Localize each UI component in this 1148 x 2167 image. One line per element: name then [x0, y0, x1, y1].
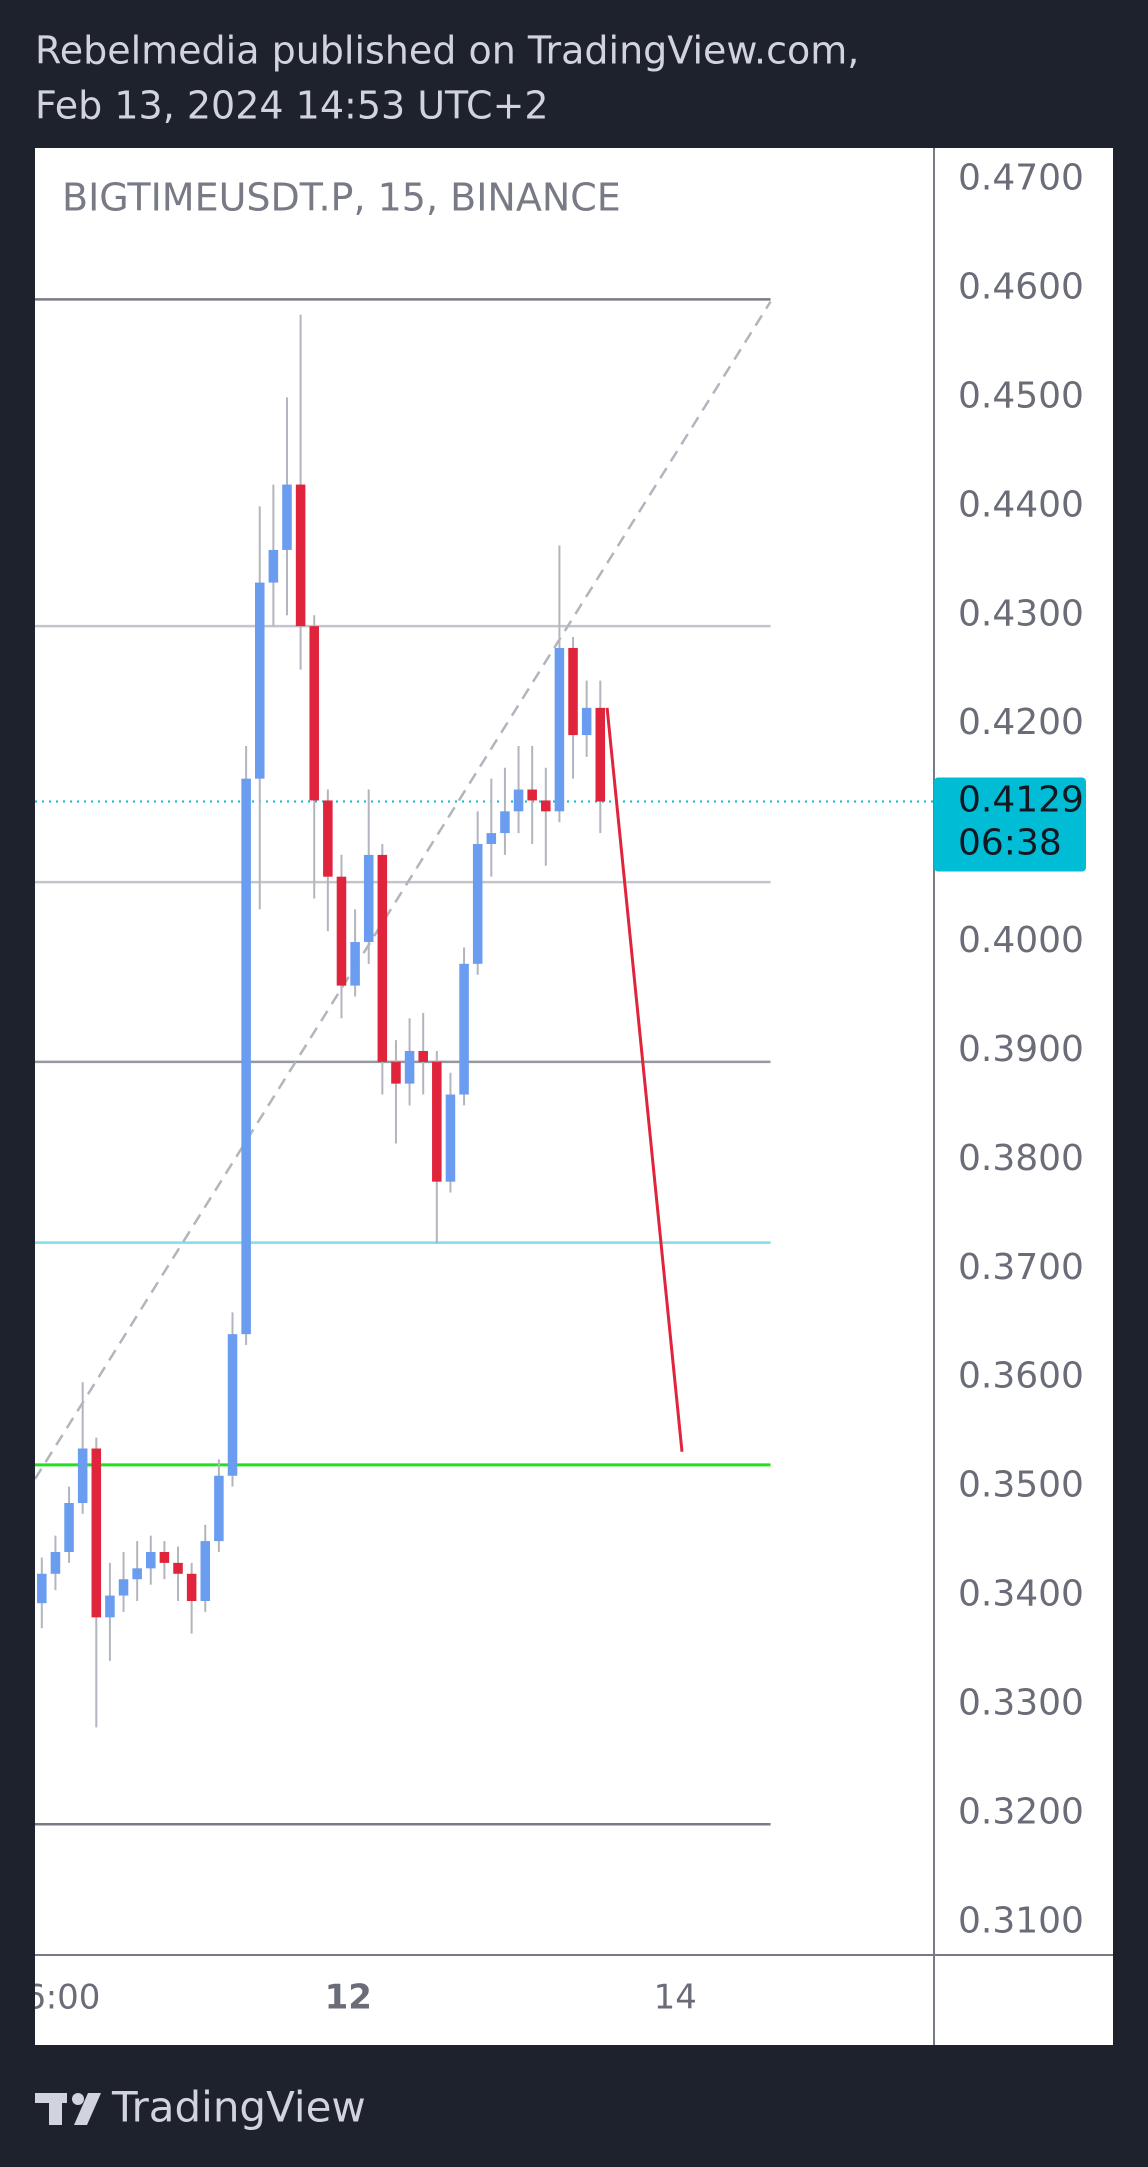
candle-body [513, 789, 524, 812]
candle-body [173, 1562, 183, 1574]
trend-line [35, 300, 772, 1480]
candle-body [445, 1094, 456, 1182]
y-tick-label: 0.3500 [958, 1465, 1084, 1506]
y-tick-label: 0.4600 [958, 267, 1084, 308]
chart-panel [35, 148, 1113, 2045]
candle-body [541, 800, 551, 812]
candle-body [595, 707, 606, 802]
candle-body [200, 1541, 211, 1602]
candle-body [432, 1061, 442, 1182]
brand-logo [35, 2093, 101, 2125]
candle-body [418, 1050, 428, 1062]
candle-body [146, 1551, 156, 1569]
y-tick-label: 0.3200 [958, 1791, 1084, 1832]
candle-body [377, 854, 388, 1062]
candle-body [132, 1568, 142, 1580]
header-line: Rebelmedia published on TradingView.com, [35, 29, 859, 73]
candle-body [37, 1573, 47, 1604]
candle-body [186, 1573, 197, 1602]
candle-body [363, 854, 374, 943]
plot-area [35, 298, 934, 1826]
logo-part [49, 2093, 62, 2125]
x-tick-label: 12 [325, 1978, 372, 2018]
y-tick-label: 0.4700 [958, 158, 1084, 199]
y-tick-label: 0.4000 [958, 920, 1084, 961]
last-price-box [934, 777, 1086, 872]
time-axis: 6:00 12 14 [24, 1978, 697, 2018]
brand-name: TradingView [111, 2083, 366, 2132]
candle-body [404, 1050, 415, 1084]
countdown-label: 06:38 [958, 823, 1062, 864]
x-tick-label: 6:00 [24, 1978, 100, 2018]
candle-body [214, 1475, 224, 1542]
candle-body [159, 1551, 170, 1563]
candle-body [486, 833, 497, 845]
last-price-label: 0.4129 [958, 780, 1084, 821]
candle-body [227, 1334, 238, 1476]
y-tick-label: 0.4300 [958, 593, 1084, 634]
candle-body [91, 1448, 102, 1618]
candle-body [336, 876, 347, 986]
y-tick-label: 0.4200 [958, 702, 1084, 743]
candle-body [527, 789, 537, 801]
y-tick-label: 0.4500 [958, 375, 1084, 416]
candle-body [295, 484, 306, 627]
candle-body [554, 647, 565, 812]
price-axis: 0.4700 0.4600 0.4500 0.4400 0.4300 0.4200 0.41… [934, 158, 1086, 1941]
candle-body [459, 963, 469, 1095]
candle-body [64, 1502, 74, 1552]
candle-body [254, 582, 265, 779]
candle-body [568, 647, 578, 736]
candle-body [105, 1595, 115, 1618]
y-tick-label: 0.3600 [958, 1356, 1084, 1397]
y-tick-label: 0.4400 [958, 484, 1084, 525]
candle-body [77, 1448, 88, 1503]
projection-line [605, 707, 684, 1452]
logo-part [72, 2093, 84, 2105]
y-tick-label: 0.3400 [958, 1574, 1084, 1615]
candle-body [500, 811, 510, 834]
logo-part [74, 2093, 101, 2125]
y-tick-label: 0.3100 [958, 1900, 1084, 1941]
candle-body [472, 844, 483, 964]
y-tick-label: 0.3300 [958, 1682, 1084, 1723]
candle-body [391, 1061, 401, 1084]
y-tick-label: 0.3900 [958, 1029, 1084, 1070]
y-tick-label: 0.3800 [958, 1138, 1084, 1179]
candle-body [241, 778, 251, 1335]
candle-body [268, 549, 279, 583]
candle-body [581, 707, 592, 736]
header-line: Feb 13, 2024 14:53 UTC+2 [35, 84, 549, 128]
candle-body [282, 484, 292, 550]
candle-body [118, 1579, 129, 1596]
candle-body [350, 942, 360, 986]
candle-body [309, 626, 320, 801]
x-tick-label: 14 [654, 1978, 697, 2018]
symbol-title: BIGTIMEUSDT.P, 15, BINANCE [62, 176, 621, 220]
candle-body [323, 800, 333, 877]
candle-body [50, 1551, 61, 1574]
y-tick-label: 0.3700 [958, 1247, 1084, 1288]
